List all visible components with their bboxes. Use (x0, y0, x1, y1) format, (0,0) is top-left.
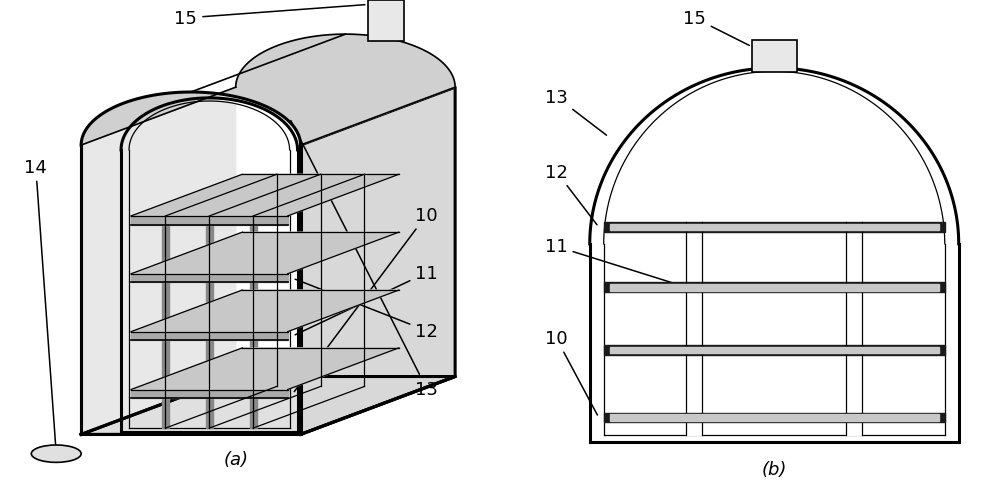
Ellipse shape (31, 445, 81, 462)
Text: (a): (a) (223, 450, 248, 468)
Text: 13: 13 (291, 121, 438, 398)
Polygon shape (604, 346, 945, 355)
Polygon shape (604, 223, 945, 232)
Polygon shape (131, 390, 288, 398)
Bar (368, 1, 404, 42)
Polygon shape (250, 216, 257, 428)
Polygon shape (604, 283, 945, 292)
Polygon shape (686, 223, 702, 435)
Text: 10: 10 (545, 329, 597, 415)
Polygon shape (131, 216, 288, 225)
Polygon shape (81, 88, 236, 435)
Polygon shape (604, 413, 945, 423)
Text: 14: 14 (24, 158, 56, 451)
Polygon shape (610, 414, 939, 421)
Polygon shape (81, 35, 455, 146)
Text: 10: 10 (294, 207, 438, 392)
Bar (752, 41, 797, 73)
Polygon shape (131, 233, 399, 274)
Polygon shape (206, 216, 213, 428)
Polygon shape (131, 274, 288, 283)
Polygon shape (610, 284, 939, 291)
Polygon shape (301, 88, 455, 435)
Polygon shape (610, 224, 939, 231)
Polygon shape (846, 223, 862, 435)
Text: (b): (b) (762, 460, 787, 478)
Polygon shape (131, 175, 399, 216)
Text: 15: 15 (683, 10, 749, 46)
Text: 15: 15 (174, 6, 365, 28)
Text: 11: 11 (545, 238, 699, 292)
Polygon shape (131, 348, 399, 390)
Text: 12: 12 (545, 163, 597, 226)
Text: 12: 12 (295, 280, 438, 340)
Text: 11: 11 (295, 264, 438, 335)
Polygon shape (131, 290, 399, 332)
Polygon shape (81, 377, 455, 435)
Polygon shape (162, 216, 169, 428)
Text: 13: 13 (545, 89, 606, 136)
Polygon shape (610, 347, 939, 354)
Polygon shape (131, 332, 288, 341)
